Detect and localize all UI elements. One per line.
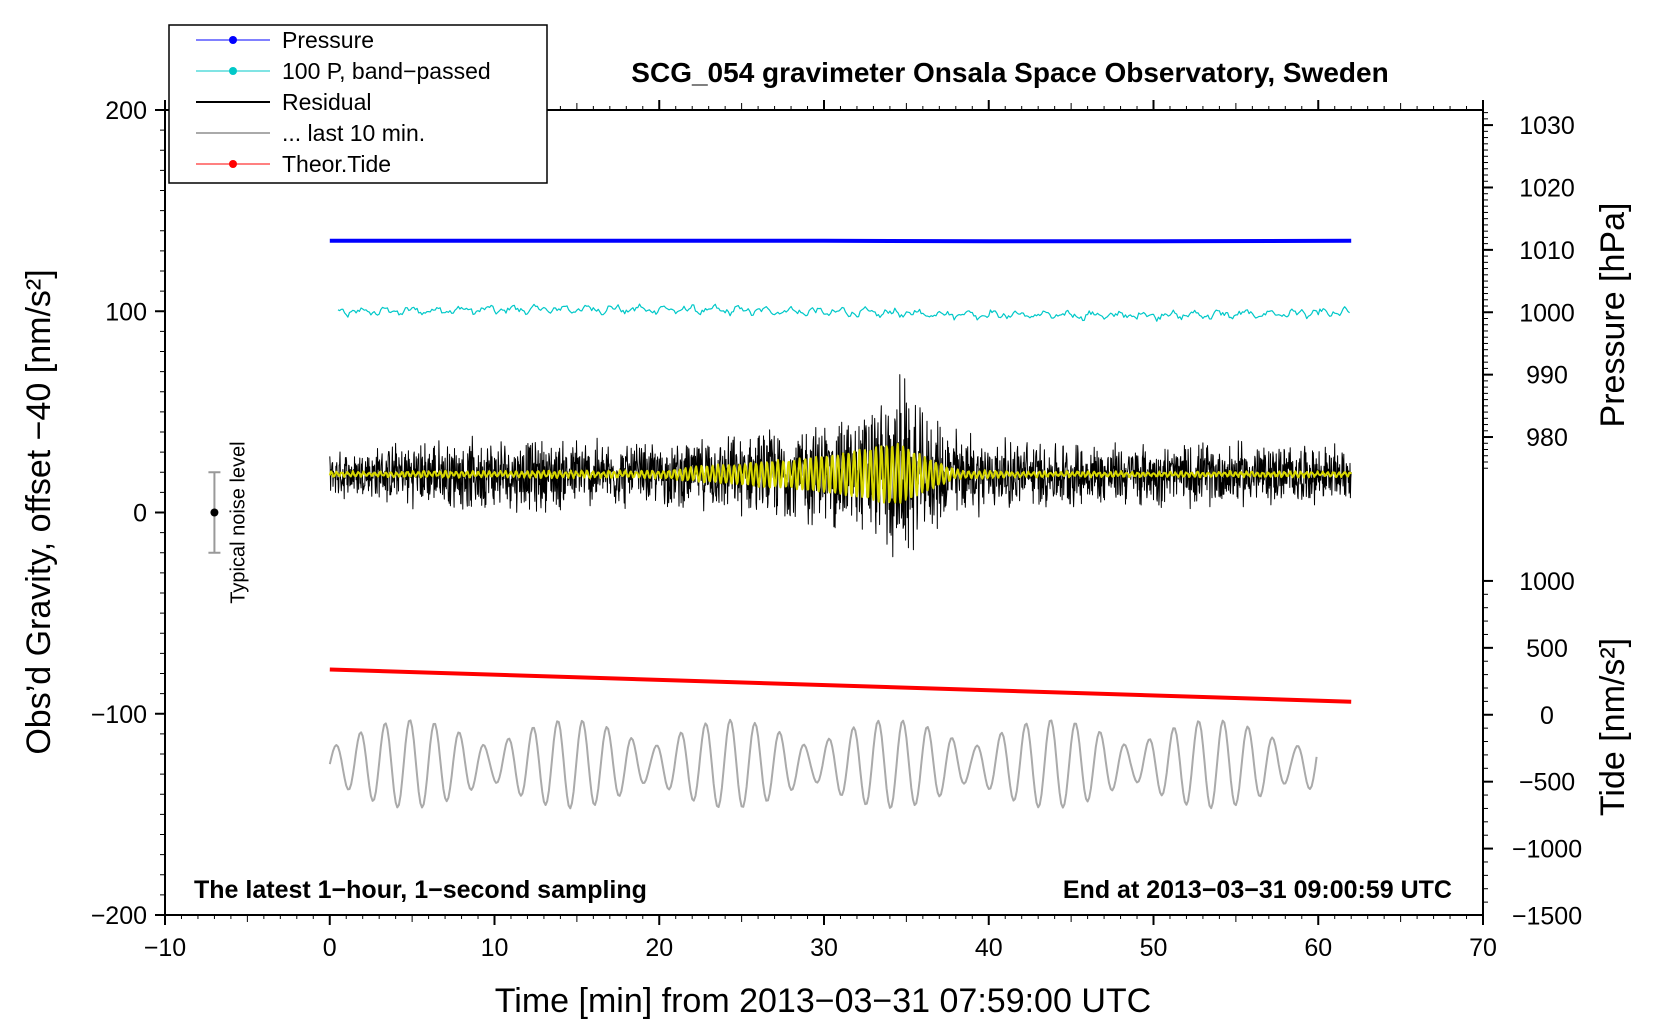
series-theoretical-tide-line <box>329 667 1352 704</box>
x-tick-label: 50 <box>1140 934 1168 962</box>
tide-tick-label: −1500 <box>1512 903 1582 931</box>
x-tick-label: 0 <box>323 934 337 962</box>
sampling-note: The latest 1−hour, 1−second sampling <box>194 876 647 904</box>
tide-tick-label: −500 <box>1519 769 1575 797</box>
y-tick-label-left: −200 <box>91 902 147 930</box>
pressure-tick-label: 1020 <box>1519 174 1575 202</box>
y-tick-label-left: 200 <box>105 97 147 125</box>
y-axis-title-tide: Tide [nm/s²] <box>1594 638 1632 816</box>
x-axis-title: Time [min] from 2013−03−31 07:59:00 UTC <box>495 982 1151 1020</box>
legend-swatch-marker <box>229 67 237 75</box>
plot-frame <box>164 109 1484 916</box>
tide-tick-label: 500 <box>1526 635 1568 663</box>
pressure-tick-label: 980 <box>1526 424 1568 452</box>
noise-center-dot <box>210 508 219 517</box>
legend-item: Residual <box>196 89 372 115</box>
legend: Pressure 100 P, band−passed Residual ... la… <box>168 24 548 184</box>
x-tick-label: 40 <box>975 934 1003 962</box>
legend-item: Theor.Tide <box>196 151 391 177</box>
legend-item: ... last 10 min. <box>196 120 425 146</box>
legend-label: Theor.Tide <box>282 151 391 177</box>
legend-swatch-marker <box>229 160 237 168</box>
pressure-tick-label: 990 <box>1526 362 1568 390</box>
x-tick-label: 70 <box>1469 934 1497 962</box>
legend-label: 100 P, band−passed <box>282 58 491 84</box>
legend-label: Residual <box>282 89 372 115</box>
legend-label: Pressure <box>282 27 374 53</box>
series-residual-smoothed-line <box>328 442 1353 504</box>
y-axis-title-pressure: Pressure [hPa] <box>1594 203 1632 428</box>
x-tick-label: −10 <box>144 934 186 962</box>
y-tick-label-left: 0 <box>133 500 147 528</box>
noise-level-indicator: Typical noise level <box>208 441 249 604</box>
series-residual-line <box>329 374 1352 558</box>
tide-tick-label: 0 <box>1540 702 1554 730</box>
tick-layer: −10 0 10 20 30 40 50 60 702001000−100−2001030102… <box>91 97 1582 962</box>
chart-title: SCG_054 gravimeter Onsala Space Observat… <box>631 57 1388 88</box>
legend-label: ... last 10 min. <box>282 120 425 146</box>
x-tick-label: 60 <box>1304 934 1332 962</box>
series-bandpassed-pressure-line <box>337 303 1350 322</box>
series-layer <box>328 238 1353 810</box>
tide-tick-label: −1000 <box>1512 836 1582 864</box>
tide-tick-label: 1000 <box>1519 568 1575 596</box>
x-tick-label: 30 <box>810 934 838 962</box>
y-axis-title-left: Obs’d Gravity, offset −40 [nm/s²] <box>20 269 58 754</box>
series-last-10-min-line <box>328 718 1318 810</box>
x-tick-label: 10 <box>481 934 509 962</box>
pressure-tick-label: 1000 <box>1519 299 1575 327</box>
y-tick-label-left: −100 <box>91 701 147 729</box>
pressure-tick-label: 1030 <box>1519 112 1575 140</box>
legend-swatch-marker <box>229 36 237 44</box>
x-tick-label: 20 <box>645 934 673 962</box>
legend-item: Pressure <box>196 27 374 53</box>
pressure-tick-label: 1010 <box>1519 237 1575 265</box>
y-tick-label-left: 100 <box>105 298 147 326</box>
legend-box <box>168 24 548 184</box>
legend-item: 100 P, band−passed <box>196 58 491 84</box>
end-time-note: End at 2013−03−31 09:00:59 UTC <box>1063 876 1452 904</box>
noise-level-label: Typical noise level <box>227 441 249 603</box>
